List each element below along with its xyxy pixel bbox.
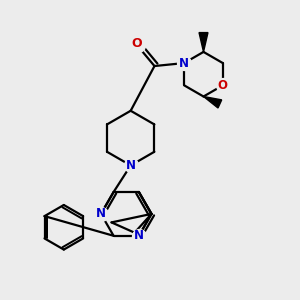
Polygon shape (203, 97, 222, 108)
Text: N: N (126, 159, 136, 172)
Text: O: O (131, 37, 142, 50)
Text: N: N (179, 57, 189, 70)
Text: O: O (218, 79, 228, 92)
Polygon shape (199, 33, 208, 52)
Text: N: N (134, 229, 144, 242)
Text: N: N (96, 207, 106, 220)
